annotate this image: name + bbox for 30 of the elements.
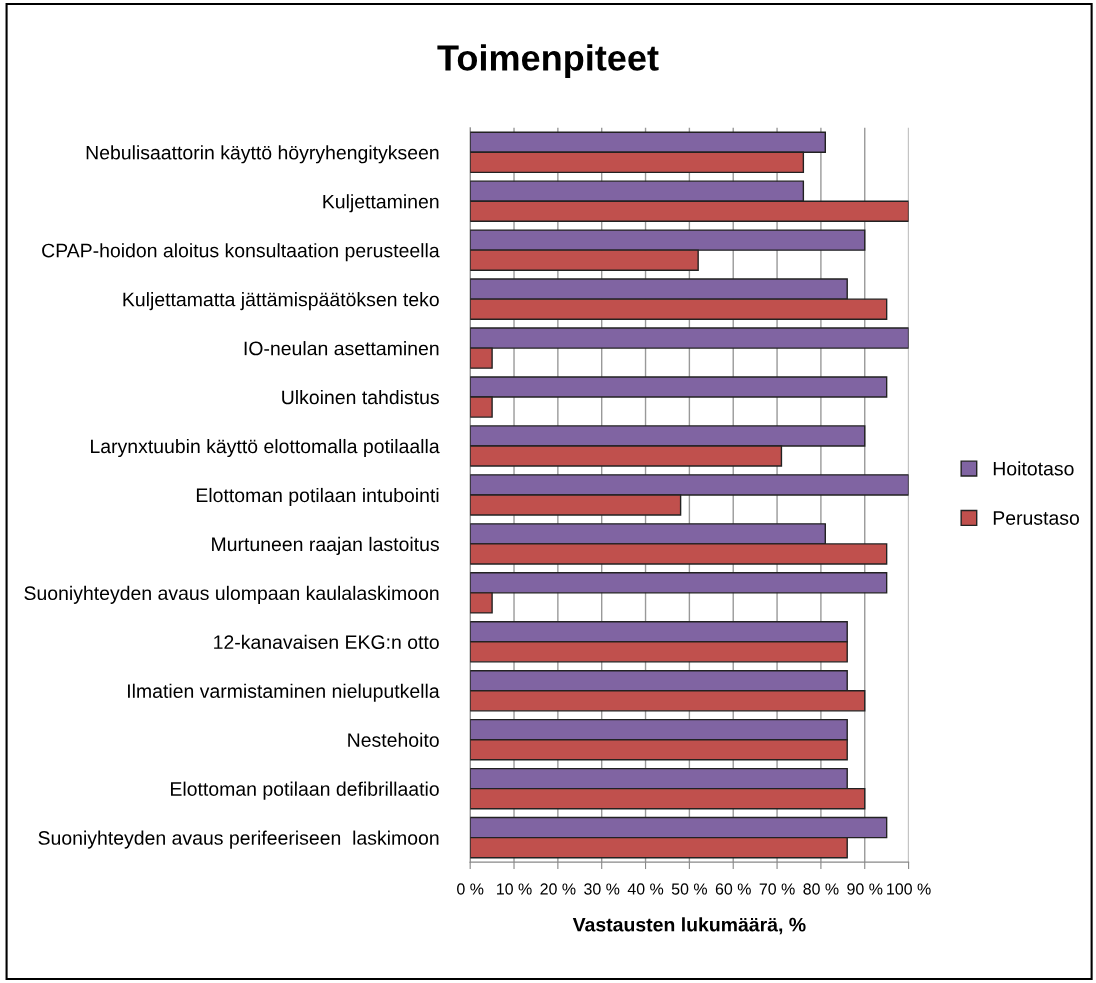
y-tick-label: Kuljettamatta jättämispäätöksen teko xyxy=(123,292,439,311)
x-tick-label: 100 % xyxy=(887,883,931,895)
x-tick-label: 90 % xyxy=(847,883,883,895)
x-tick-label: 20 % xyxy=(540,883,576,895)
x-tick-label: 50 % xyxy=(671,883,708,895)
x-tick-label: 10 % xyxy=(497,883,532,895)
y-tick-label: IO-neulan asettaminen xyxy=(244,341,439,356)
legend-label: Perustaso xyxy=(993,511,1079,525)
y-tick-label: 12-kanavaisen EKG:n otto xyxy=(214,634,439,650)
y-tick-label: Ilmatien varmistaminen nieluputkella xyxy=(128,683,440,702)
x-axis-title: Vastausten lukumäärä, % xyxy=(572,917,806,935)
legend-label: Hoitotaso xyxy=(993,461,1074,476)
y-tick-label: Elottoman potilaan defibrillaatio xyxy=(171,781,439,800)
y-tick-label: Suoniyhteyden avaus perifeeriseen laskimoon xyxy=(38,830,439,849)
x-tick-label: 40 % xyxy=(627,883,664,895)
y-tick-label: Murtuneen raajan lastoitus xyxy=(212,536,439,555)
y-tick-label: Suoniyhteyden avaus ulompaan kaulalaskimoon xyxy=(24,585,439,604)
x-tick-label: 30 % xyxy=(584,883,620,895)
chart-title: Toimenpiteet xyxy=(437,44,659,78)
y-tick-label: Nebulisaattorin käyttö höyryhengitykseen xyxy=(86,145,439,164)
x-tick-label: 60 % xyxy=(715,883,751,895)
y-tick-label: Elottoman potilaan intubointi xyxy=(196,487,439,507)
x-tick-label: 70 % xyxy=(759,883,795,895)
y-tick-label: Nestehoito xyxy=(348,732,439,747)
y-tick-label: Larynxtuubin käyttö elottomalla potilaalla xyxy=(91,438,440,458)
x-tick-label: 0 % xyxy=(457,883,484,895)
y-tick-label: Kuljettaminen xyxy=(323,194,439,213)
y-tick-label: CPAP-hoidon aloitus konsultaation perusteella xyxy=(42,243,440,262)
y-tick-label: Ulkoinen tahdistus xyxy=(282,389,439,405)
x-tick-label: 80 % xyxy=(803,883,839,895)
